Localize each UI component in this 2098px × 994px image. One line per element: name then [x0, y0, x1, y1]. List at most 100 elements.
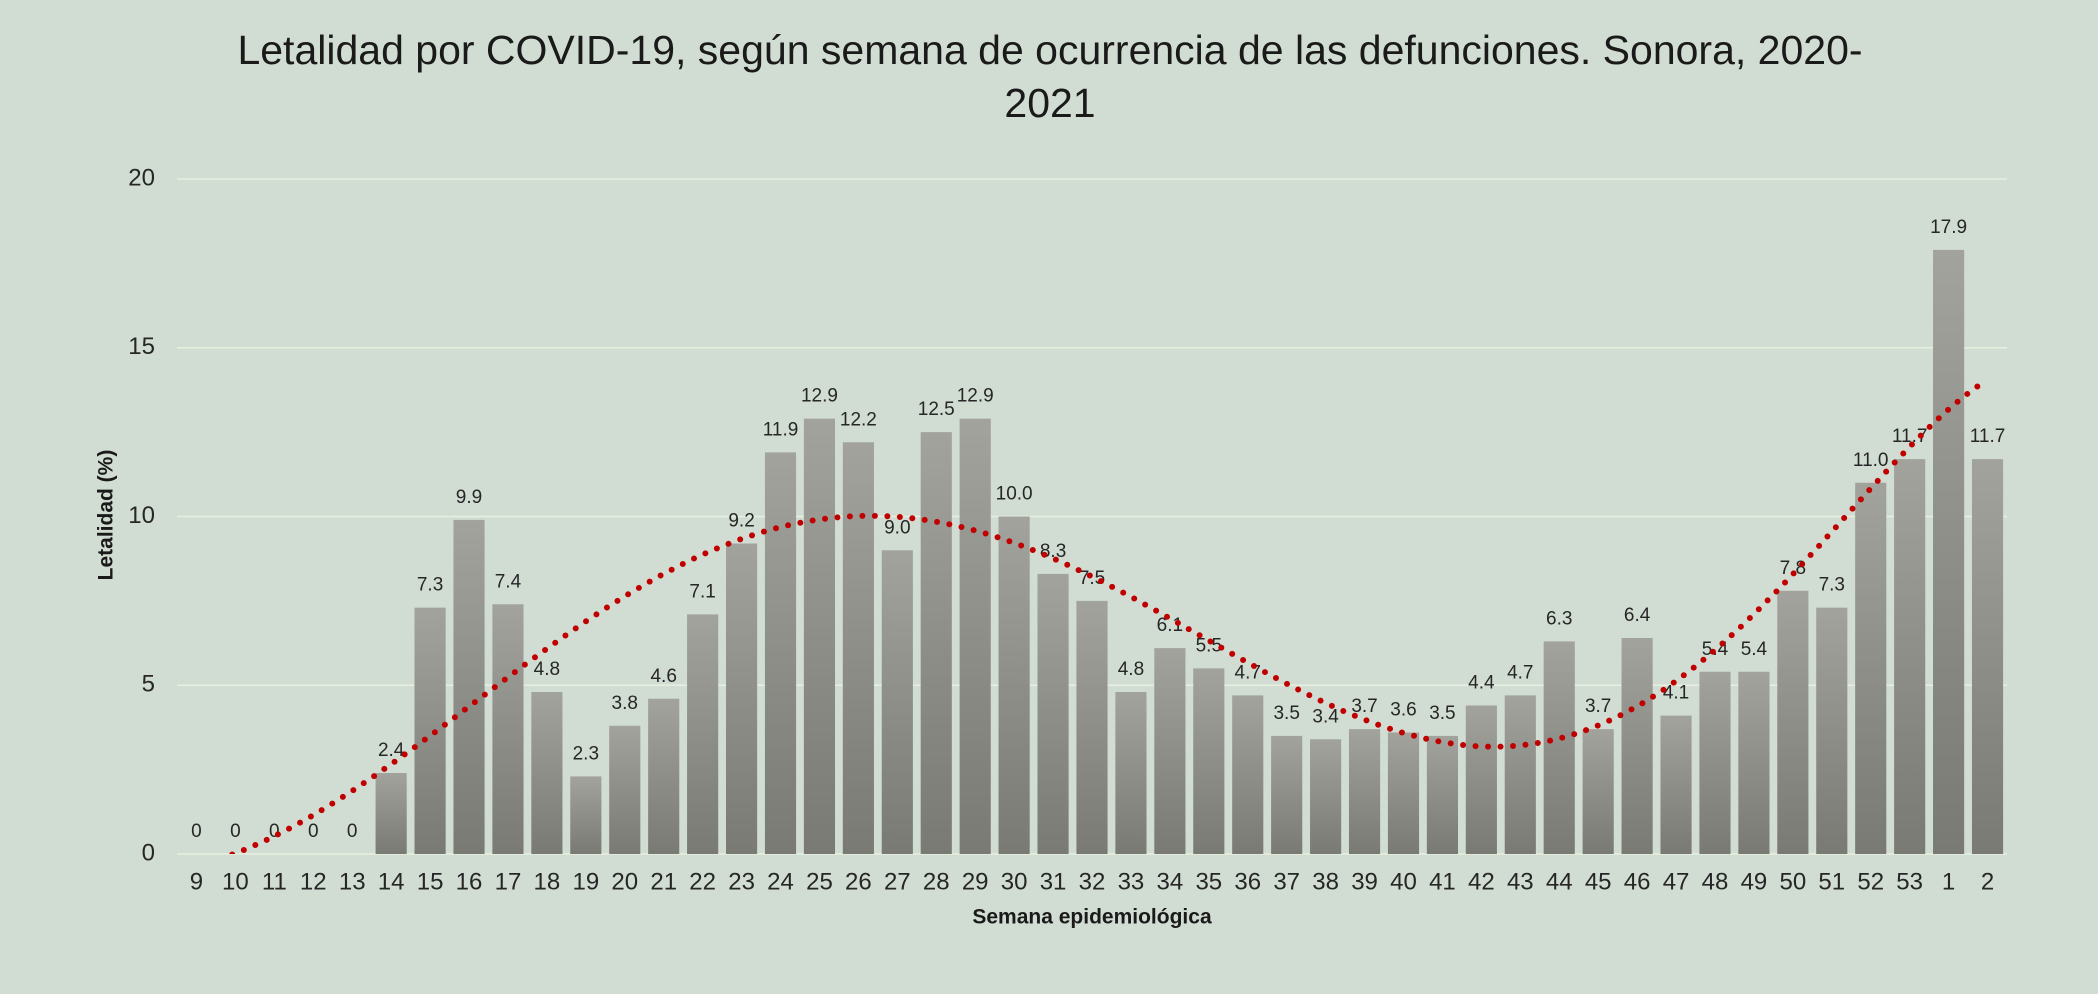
x-tick-label: 13 — [339, 868, 366, 895]
x-tick-label: 18 — [534, 868, 561, 895]
x-tick-label: 38 — [1312, 868, 1339, 895]
bar — [531, 692, 563, 854]
x-tick-label: 50 — [1779, 868, 1806, 895]
x-tick-label: 48 — [1702, 868, 1729, 895]
x-tick-label: 53 — [1896, 868, 1923, 895]
bar — [1543, 641, 1575, 854]
bar — [1271, 735, 1303, 854]
x-tick-label: 39 — [1351, 868, 1378, 895]
x-tick-label: 16 — [456, 868, 483, 895]
bar — [998, 516, 1030, 854]
data-label: 4.8 — [1118, 659, 1144, 680]
y-axis-title: Letalidad (%) — [95, 450, 118, 581]
bar — [1310, 739, 1342, 854]
data-label: 4.7 — [1235, 662, 1261, 683]
x-tick-label: 9 — [190, 868, 203, 895]
bar — [609, 725, 641, 854]
bar — [726, 543, 758, 854]
x-tick-label: 40 — [1390, 868, 1417, 895]
x-tick-label: 30 — [1001, 868, 1028, 895]
x-tick-label: 46 — [1624, 868, 1651, 895]
bar — [1037, 573, 1069, 854]
bar — [414, 607, 446, 854]
bar — [1387, 732, 1420, 854]
x-axis-title: Semana epidemiológica — [972, 906, 1212, 929]
data-label: 9.2 — [728, 511, 754, 532]
x-tick-label: 23 — [728, 868, 755, 895]
x-tick-label: 35 — [1195, 868, 1222, 895]
data-label: 6.3 — [1546, 608, 1572, 629]
bar — [842, 442, 874, 854]
data-label: 12.9 — [957, 386, 994, 407]
x-tick-label: 44 — [1546, 868, 1573, 895]
bar — [1777, 590, 1809, 854]
chart-title: Letalidad por COVID-19, según semana de … — [237, 27, 1863, 126]
bar — [764, 452, 797, 854]
data-label: 4.1 — [1663, 683, 1689, 704]
y-tick-label: 15 — [128, 333, 155, 360]
x-tick-label: 34 — [1157, 868, 1184, 895]
x-tick-label: 19 — [572, 868, 599, 895]
data-label: 3.6 — [1390, 700, 1416, 721]
data-label: 11.7 — [1892, 426, 1928, 447]
bar — [1232, 695, 1264, 854]
data-label: 0 — [230, 821, 241, 842]
bar — [959, 418, 991, 854]
data-label: 7.5 — [1079, 568, 1105, 589]
x-tick-label: 51 — [1818, 868, 1845, 895]
x-tick-label: 28 — [923, 868, 950, 895]
x-tick-label: 14 — [378, 868, 405, 895]
data-label: 3.7 — [1351, 696, 1377, 717]
bar — [1816, 607, 1848, 854]
data-label: 12.9 — [801, 386, 838, 407]
x-tick-label: 17 — [495, 868, 522, 895]
bar — [1115, 692, 1147, 854]
bar — [1582, 729, 1614, 854]
data-label: 7.3 — [1819, 575, 1845, 596]
data-label: 6.4 — [1624, 605, 1651, 626]
data-label: 4.7 — [1507, 662, 1533, 683]
data-label: 12.5 — [918, 399, 955, 420]
bar — [492, 604, 524, 854]
data-label: 11.9 — [763, 419, 799, 440]
bar — [1621, 638, 1653, 854]
bar — [1348, 729, 1381, 854]
x-tick-label: 24 — [767, 868, 794, 895]
bar — [648, 698, 680, 854]
data-label: 0 — [308, 821, 319, 842]
data-label: 7.3 — [417, 575, 443, 596]
x-tick-label: 36 — [1234, 868, 1261, 895]
data-label: 0 — [347, 821, 358, 842]
data-label: 4.4 — [1468, 673, 1495, 694]
x-tick-label: 27 — [884, 868, 911, 895]
x-tick-label: 26 — [845, 868, 872, 895]
bar — [1738, 671, 1770, 854]
x-tick-label: 1 — [1942, 868, 1955, 895]
x-tick-label: 52 — [1857, 868, 1884, 895]
x-tick-label: 29 — [962, 868, 989, 895]
data-label: 12.2 — [840, 409, 877, 430]
trendline — [224, 376, 1991, 854]
data-label: 3.5 — [1429, 703, 1455, 724]
bar — [1465, 705, 1497, 854]
data-label: 2.3 — [573, 743, 599, 764]
x-tick-label: 45 — [1585, 868, 1612, 895]
data-label: 0 — [191, 821, 202, 842]
bar — [1699, 671, 1731, 854]
x-tick-label: 32 — [1079, 868, 1106, 895]
x-tick-label: 47 — [1663, 868, 1690, 895]
bar — [920, 432, 952, 854]
data-label: 3.7 — [1585, 696, 1611, 717]
data-label: 10.0 — [996, 484, 1033, 505]
y-tick-label: 0 — [142, 839, 155, 866]
bar — [375, 773, 407, 854]
x-tick-label: 42 — [1468, 868, 1495, 895]
x-tick-label: 11 — [262, 868, 287, 895]
data-label: 7.4 — [495, 571, 522, 592]
bar — [1971, 459, 2004, 854]
bar — [1855, 482, 1887, 854]
bar — [570, 776, 602, 854]
bar — [1193, 668, 1225, 854]
x-tick-label: 12 — [300, 868, 327, 895]
